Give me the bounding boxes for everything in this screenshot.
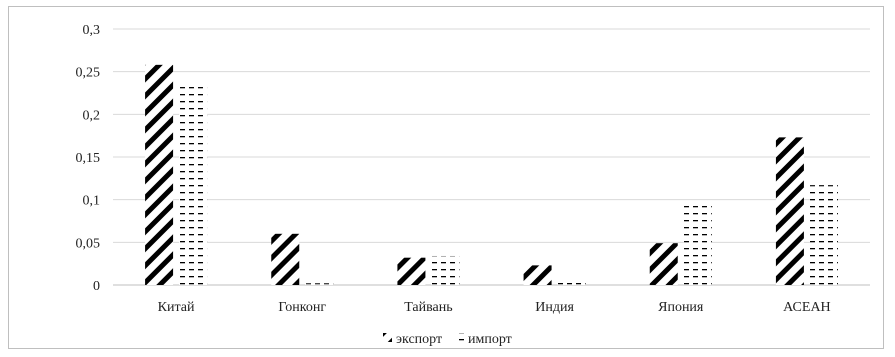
gridlines [113,28,870,286]
legend: экспорт импорт [383,332,512,347]
x-tick-label: АСЕАН [783,300,831,315]
x-tick-label: Япония [658,300,704,315]
bar-импорт-1 [305,283,334,285]
bar-экспорт-4 [649,243,678,285]
bar-импорт-3 [557,278,586,285]
bar-импорт-5 [809,185,838,285]
y-tick-label: 0,3 [83,23,101,38]
bar-экспорт-0 [145,64,174,285]
y-tick-label: 0,2 [83,108,101,123]
y-axis: 0 0,05 0,1 0,15 0,2 0,25 0,3 [76,23,101,294]
bar-экспорт-2 [397,257,426,285]
bar-экспорт-3 [523,265,552,285]
bar-экспорт-1 [271,233,300,285]
x-axis: Китай Гонконг Тайвань Индия Япония АСЕАН [158,300,831,315]
bar-импорт-4 [683,201,712,285]
legend-swatch-0 [383,333,392,342]
y-tick-label: 0,25 [76,66,101,81]
legend-swatch-1 [455,333,464,342]
x-tick-label: Индия [535,300,574,315]
bars [145,64,838,285]
y-tick-label: 0,15 [76,151,101,166]
bar-импорт-2 [431,255,460,285]
x-tick-label: Гонконг [278,300,326,315]
legend-label-0: экспорт [396,332,442,347]
bar-экспорт-5 [775,137,804,285]
legend-label-1: импорт [468,332,512,347]
y-tick-label: 0,05 [76,236,101,251]
x-tick-label: Китай [158,300,195,315]
y-tick-label: 0 [93,279,100,294]
y-tick-label: 0,1 [83,194,101,209]
x-tick-label: Тайвань [404,300,452,315]
bar-импорт-0 [179,87,208,285]
